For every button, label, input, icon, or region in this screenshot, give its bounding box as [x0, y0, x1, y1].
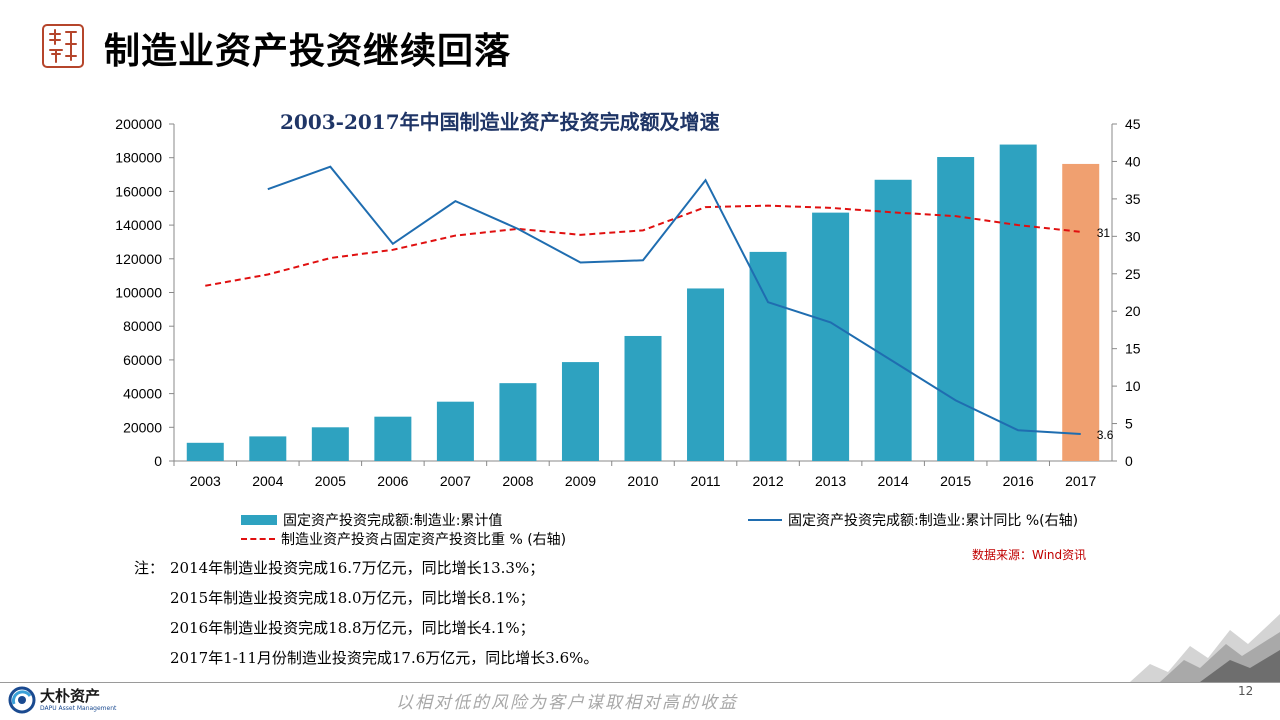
ink-landscape-decoration: [1130, 614, 1280, 682]
page-number: 12: [1238, 684, 1254, 698]
y-left-tick-label: 20000: [123, 419, 162, 435]
bar: [624, 335, 662, 461]
x-tick-label: 2011: [690, 473, 720, 489]
y-right-tick-label: 15: [1125, 341, 1141, 357]
x-tick-label: 2016: [1003, 473, 1034, 489]
y-right-tick-label: 25: [1125, 266, 1141, 282]
data-source: 数据来源：Wind资讯: [972, 548, 1087, 562]
legend-item-bar: 固定资产投资完成额:制造业:累计值: [241, 510, 502, 530]
note-line: 2014年制造业投资完成16.7万亿元，同比增长13.3%；: [170, 559, 545, 577]
footer-divider: [0, 682, 1280, 683]
x-tick-label: 2012: [752, 473, 783, 489]
legend-item-line: 固定资产投资完成额:制造业:累计同比 %(右轴): [748, 510, 1078, 530]
x-tick-label: 2010: [627, 473, 658, 489]
bar: [499, 383, 537, 461]
y-left-tick-label: 0: [154, 453, 162, 469]
note-line: 2016年制造业投资完成18.8万亿元，同比增长4.1%；: [170, 619, 535, 637]
data-label: 31: [1097, 226, 1111, 240]
y-left-tick-label: 40000: [123, 386, 162, 402]
footer-logo: 大朴资产 DAPU Asset Management: [8, 684, 148, 716]
chart-title: 2003-2017年中国制造业资产投资完成额及增速: [280, 110, 720, 134]
y-left-tick-label: 100000: [115, 285, 162, 301]
x-tick-label: 2008: [502, 473, 533, 489]
bar: [874, 179, 912, 461]
y-left-tick-label: 200000: [115, 116, 162, 132]
seal-logo-icon: [42, 24, 84, 68]
x-tick-label: 2003: [190, 473, 221, 489]
legend-label: 制造业资产投资占固定资产投资比重 % (右轴): [281, 532, 567, 548]
bar: [186, 442, 224, 461]
x-tick-label: 2006: [377, 473, 408, 489]
y-right-tick-label: 45: [1125, 116, 1141, 132]
footer-logo-cn: 大朴资产: [40, 686, 101, 705]
bar: [311, 427, 349, 461]
x-tick-label: 2013: [815, 473, 846, 489]
y-right-tick-label: 20: [1125, 303, 1141, 319]
x-tick-label: 2005: [315, 473, 346, 489]
x-tick-label: 2014: [878, 473, 909, 489]
x-tick-label: 2004: [252, 473, 283, 489]
bar: [249, 436, 287, 461]
note-line: 2015年制造业投资完成18.0万亿元，同比增长8.1%；: [170, 589, 535, 607]
bar: [687, 288, 725, 461]
series-line-yoy-growth: [267, 165, 1081, 436]
y-left-tick-label: 60000: [123, 352, 162, 368]
legend-line-swatch: [748, 519, 782, 521]
slide-title: 制造业资产投资继续回落: [104, 31, 512, 72]
y-right-tick-label: 5: [1125, 416, 1133, 432]
x-tick-label: 2015: [940, 473, 971, 489]
legend-bar-swatch: [241, 515, 277, 525]
legend-dash-swatch: [241, 538, 275, 540]
x-tick-label: 2017: [1065, 473, 1096, 489]
note-prefix: 注：: [134, 559, 165, 577]
legend-label: 固定资产投资完成额:制造业:累计值: [283, 513, 503, 529]
footer-logo-en: DAPU Asset Management: [40, 704, 117, 712]
company-logo-icon: [8, 686, 36, 714]
y-left-tick-label: 80000: [123, 318, 162, 334]
legend-item-dashed: 制造业资产投资占固定资产投资比重 % (右轴): [241, 529, 566, 549]
y-left-tick-label: 180000: [115, 150, 162, 166]
bar: [812, 212, 850, 461]
data-label: 3.6: [1097, 428, 1114, 442]
legend-label: 固定资产投资完成额:制造业:累计同比 %(右轴): [788, 513, 1079, 529]
y-right-tick-label: 35: [1125, 191, 1141, 207]
bar: [937, 157, 975, 461]
y-right-tick-label: 30: [1125, 228, 1141, 244]
bar: [374, 416, 412, 461]
x-tick-label: 2007: [440, 473, 471, 489]
y-left-tick-label: 120000: [115, 251, 162, 267]
y-right-tick-label: 0: [1125, 453, 1133, 469]
y-right-tick-label: 40: [1125, 153, 1141, 169]
footer-slogan: 以相对低的风险为客户谋取相对高的收益: [396, 693, 738, 713]
bar: [749, 251, 787, 461]
bar: [1062, 163, 1100, 461]
y-left-tick-label: 140000: [115, 217, 162, 233]
x-tick-label: 2009: [565, 473, 596, 489]
bar: [999, 144, 1037, 461]
y-right-tick-label: 10: [1125, 378, 1141, 394]
bar: [436, 401, 474, 461]
series-line-share-pct: [205, 204, 1081, 287]
note-line: 2017年1-11月份制造业投资完成17.6万亿元，同比增长3.6%。: [170, 649, 599, 667]
bar: [561, 362, 599, 461]
y-left-tick-label: 160000: [115, 183, 162, 199]
